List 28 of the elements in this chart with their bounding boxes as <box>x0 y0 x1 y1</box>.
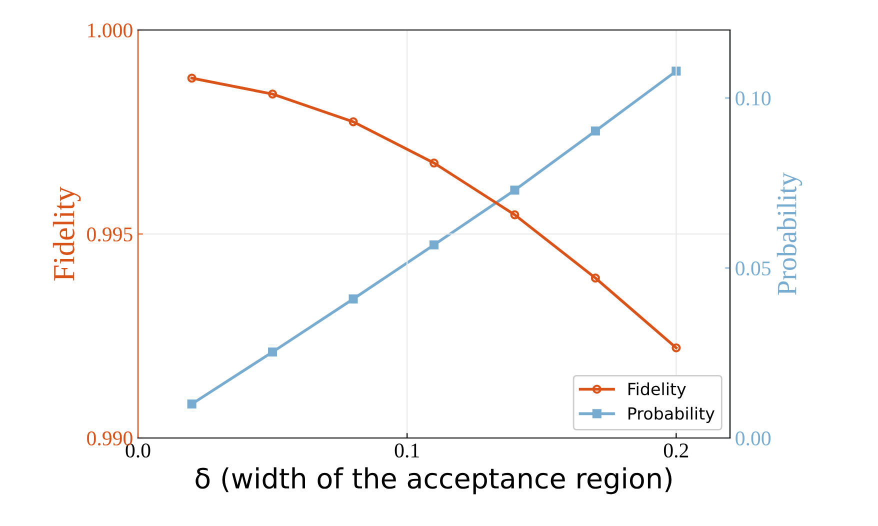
y2-tick-label: 0.10 <box>736 91 771 106</box>
y-axis-title: Fidelity <box>52 186 81 281</box>
point <box>590 274 600 283</box>
point <box>348 294 358 304</box>
legend-label: Probability <box>628 406 714 423</box>
point <box>348 117 358 126</box>
point <box>672 66 681 76</box>
point <box>510 210 520 220</box>
point <box>672 343 681 352</box>
point <box>268 90 278 99</box>
point <box>187 399 196 409</box>
x-tick-label: 0.1 <box>394 443 419 458</box>
y2-axis-title: Probability <box>776 172 802 295</box>
x-tick-label: 0.0 <box>126 443 150 458</box>
y2-tick-label: 0.05 <box>736 261 771 276</box>
point <box>510 186 520 195</box>
y-tick-label: 0.995 <box>87 227 132 242</box>
point <box>187 74 196 83</box>
x-axis-title: δ (width of the acceptance region) <box>196 467 672 494</box>
point <box>590 126 600 136</box>
x-tick-label: 0.2 <box>664 443 688 458</box>
legend-label: Fidelity <box>628 382 686 399</box>
y-tick-label: 0.990 <box>87 431 132 446</box>
point <box>429 158 439 168</box>
point <box>429 240 439 250</box>
y-tick-label: 1.000 <box>88 23 132 38</box>
y2-tick-label: 0.00 <box>736 431 771 446</box>
point <box>268 347 278 356</box>
